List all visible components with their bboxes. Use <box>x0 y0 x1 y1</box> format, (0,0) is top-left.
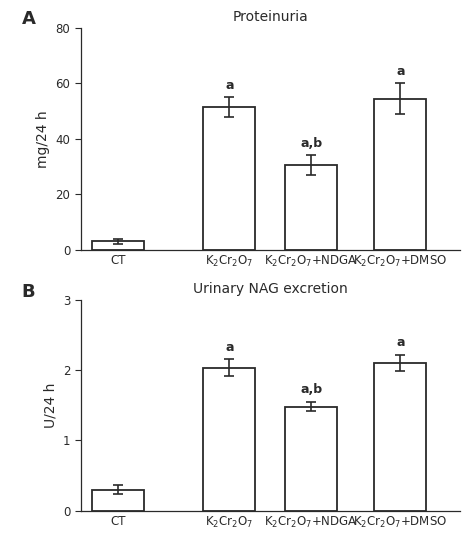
Y-axis label: U/24 h: U/24 h <box>43 382 57 428</box>
Bar <box>203 107 255 250</box>
Bar <box>92 490 144 511</box>
Text: a: a <box>396 65 404 78</box>
Text: a: a <box>225 79 234 92</box>
Bar <box>285 165 337 250</box>
Text: a,b: a,b <box>300 137 322 150</box>
Y-axis label: mg/24 h: mg/24 h <box>36 110 50 168</box>
Text: B: B <box>22 283 36 301</box>
Text: a: a <box>225 341 234 354</box>
Bar <box>374 99 426 250</box>
Title: Proteinuria: Proteinuria <box>232 10 308 24</box>
Bar <box>285 407 337 511</box>
Title: Urinary NAG excretion: Urinary NAG excretion <box>193 282 347 296</box>
Text: a,b: a,b <box>300 384 322 396</box>
Text: A: A <box>22 10 36 28</box>
Bar <box>92 241 144 250</box>
Bar <box>203 368 255 511</box>
Text: a: a <box>396 336 404 349</box>
Bar <box>374 363 426 511</box>
